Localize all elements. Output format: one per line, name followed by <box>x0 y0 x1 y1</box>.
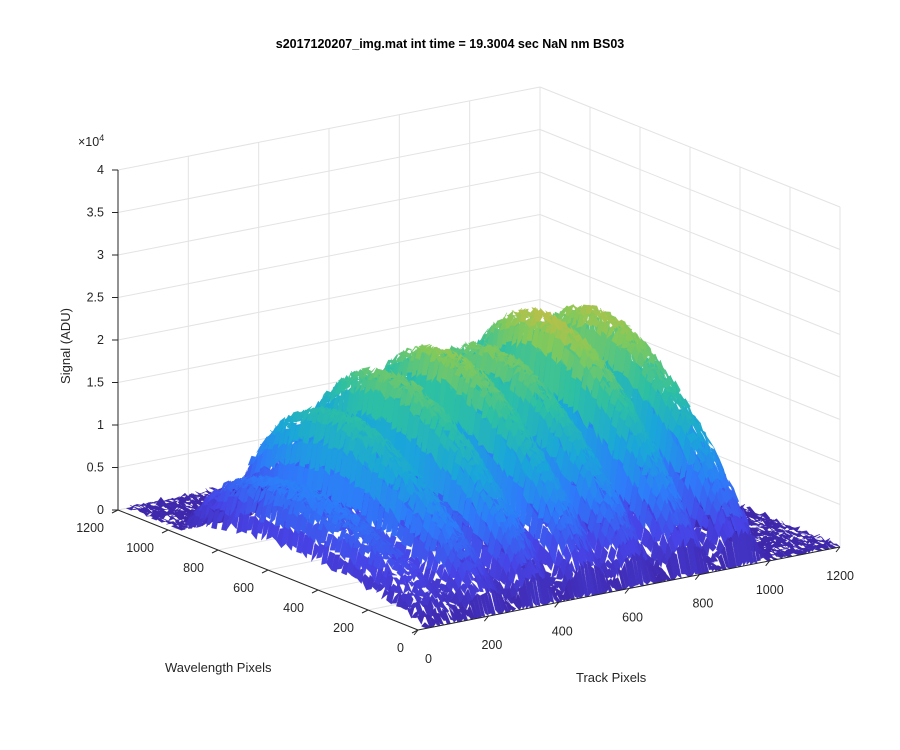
surface-patch <box>169 521 179 526</box>
surface-patch <box>159 518 169 522</box>
surface-patch <box>238 486 248 504</box>
wall-grid-line <box>117 86 541 171</box>
surface-patch <box>204 501 214 519</box>
wall-grid-line <box>539 171 841 293</box>
surface-patch <box>139 506 149 514</box>
surface-patch <box>191 513 201 528</box>
surface-patch <box>155 517 166 523</box>
surface-patch <box>189 506 199 521</box>
surface-patch <box>175 525 186 531</box>
wall-grid-line <box>539 256 841 378</box>
surface-patch <box>479 328 489 343</box>
surface-patch <box>249 454 259 477</box>
surface-patch <box>216 510 226 523</box>
surface-patch <box>229 493 239 516</box>
surface-patch <box>209 499 219 512</box>
surface-patch <box>168 503 178 512</box>
surface-patch <box>228 490 238 495</box>
wall-grid-line <box>117 129 541 213</box>
surface-patch <box>236 483 246 491</box>
wall-grid-line <box>117 256 541 341</box>
surface-patch <box>240 476 249 485</box>
surface-patch <box>276 416 286 433</box>
surface-mesh <box>125 304 841 629</box>
surface-patch <box>173 507 183 512</box>
surface-patch <box>232 486 242 497</box>
surface-patch <box>254 450 264 474</box>
surface-patch <box>171 496 180 501</box>
surface-patch <box>142 507 153 514</box>
surface-patch <box>269 439 279 469</box>
wall-grid-line <box>539 129 841 250</box>
wall-grid-line <box>539 214 841 335</box>
wall-grid-line <box>117 171 541 256</box>
surface-patch <box>155 500 165 508</box>
surface-patch <box>277 421 287 449</box>
surface-patch <box>141 509 151 517</box>
surface-patch <box>227 487 237 497</box>
surface-patch <box>195 491 204 495</box>
surface-patch <box>220 480 230 494</box>
surface-patch <box>214 499 224 510</box>
wall-grid-line <box>117 214 541 298</box>
wall-grid-line <box>117 299 541 383</box>
wall-grid-line <box>539 86 841 208</box>
